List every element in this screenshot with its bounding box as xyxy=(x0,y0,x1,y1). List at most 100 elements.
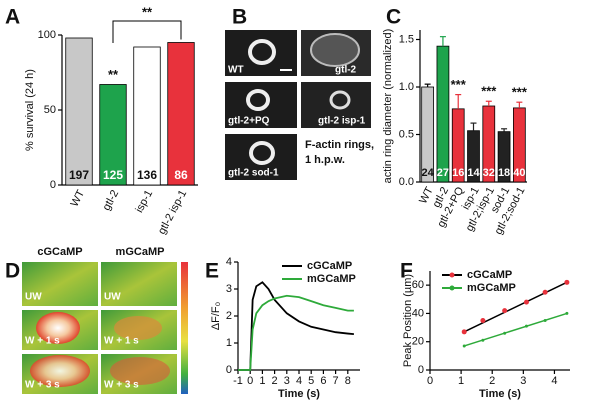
y-tick-label: 4 xyxy=(226,256,232,268)
significance-bracket xyxy=(112,20,182,43)
image-label: gtl-2 xyxy=(335,65,357,76)
x-tick-label: 1 xyxy=(458,375,464,387)
point xyxy=(564,279,570,285)
caption: 1 h.p.w. xyxy=(305,154,345,166)
y-tick-label: 3 xyxy=(226,283,232,295)
image-label: UW xyxy=(25,292,42,303)
x-tick-label: isp-1 xyxy=(133,188,155,215)
x-tick-label: 4 xyxy=(296,375,302,387)
n-label: 32 xyxy=(483,167,495,179)
actin-ring xyxy=(249,141,275,165)
point xyxy=(461,329,467,335)
legend-label: cGCaMP xyxy=(307,260,352,272)
column-header: mGCaMP xyxy=(116,246,165,258)
image-label: WT xyxy=(228,65,244,76)
n-label: 14 xyxy=(467,167,480,179)
panel-label: C xyxy=(386,6,401,29)
series-line xyxy=(238,294,354,371)
n-label: 18 xyxy=(498,167,510,179)
image-label: gtl-2 sod-1 xyxy=(228,168,279,179)
bar xyxy=(99,84,127,186)
trend-line xyxy=(463,281,568,333)
x-tick-label: 7 xyxy=(333,375,339,387)
n-label: 197 xyxy=(69,168,89,182)
bar xyxy=(133,46,161,186)
x-tick-label: 2 xyxy=(272,375,278,387)
micrograph xyxy=(22,262,98,306)
point xyxy=(543,319,547,322)
x-tick-label: 0 xyxy=(427,375,433,387)
x-tick-label: 8 xyxy=(345,375,351,387)
image-label: UW xyxy=(104,292,121,303)
color-bar xyxy=(181,262,188,394)
image-label: W + 1 s xyxy=(25,336,60,347)
micrograph xyxy=(101,262,177,306)
x-tick-label: 3 xyxy=(520,375,526,387)
signal xyxy=(110,357,170,385)
x-tick-label: 6 xyxy=(320,375,326,387)
point xyxy=(523,299,529,305)
trend-line xyxy=(463,312,568,347)
n-label: 24 xyxy=(422,167,435,179)
actin-ring xyxy=(329,90,351,110)
micrograph xyxy=(225,30,297,76)
signal xyxy=(36,312,80,344)
image-label: gtl-2+PQ xyxy=(228,116,270,127)
point xyxy=(462,344,466,348)
x-tick-label: 1 xyxy=(259,375,265,387)
point xyxy=(542,289,548,295)
y-tick-label: 0.5 xyxy=(399,128,414,140)
x-tick-label: 4 xyxy=(551,375,557,387)
point xyxy=(480,318,486,323)
y-tick-label: 0.0 xyxy=(399,176,414,188)
y-tick-label: 0 xyxy=(418,364,424,376)
significance: *** xyxy=(481,84,497,99)
caption: F-actin rings, xyxy=(305,139,374,151)
legend-label: mGCaMP xyxy=(307,273,356,285)
y-tick-label: 0 xyxy=(226,364,232,376)
n-label: 16 xyxy=(452,167,464,179)
image-label: gtl-2 isp-1 xyxy=(318,116,366,127)
panel-label: E xyxy=(205,260,219,283)
significance: ** xyxy=(108,67,119,82)
y-axis-label: ΔF/F₀ xyxy=(210,302,222,330)
legend-marker xyxy=(449,272,455,278)
x-tick-label: 3 xyxy=(284,375,290,387)
point xyxy=(502,308,508,314)
significance: *** xyxy=(512,85,528,100)
signal xyxy=(30,355,90,387)
legend-label: mGCaMP xyxy=(467,282,516,294)
x-tick-label: WT xyxy=(69,188,88,209)
legend-marker xyxy=(449,285,455,291)
y-tick-label: 0 xyxy=(50,179,56,191)
point xyxy=(524,324,528,328)
x-tick-label: 0 xyxy=(247,375,253,387)
series-line xyxy=(238,281,354,371)
x-axis-label: Time (s) xyxy=(479,388,521,400)
actin-ring xyxy=(310,33,360,67)
y-tick-label: 20 xyxy=(412,336,424,348)
y-axis-label: Peak Position (µm) xyxy=(402,274,414,367)
calcium-images: cGCaMP mGCaMP UW UW W + 1 s W + 1 s W + … xyxy=(22,246,188,394)
x-tick-label: gtl-2 isp-1 xyxy=(156,188,189,236)
significance: ** xyxy=(142,4,153,19)
image-label: W + 3 s xyxy=(104,380,139,391)
column-header: cGCaMP xyxy=(37,246,82,258)
y-tick-label: 40 xyxy=(412,307,424,319)
actin-ring xyxy=(246,89,270,111)
y-tick-label: 1.0 xyxy=(399,81,414,93)
n-label: 40 xyxy=(513,167,525,179)
signal xyxy=(114,316,162,340)
x-tick-label: 5 xyxy=(308,375,314,387)
point xyxy=(565,311,569,315)
panel-label: B xyxy=(232,6,247,29)
legend-label: cGCaMP xyxy=(467,269,512,281)
y-tick-label: 1.5 xyxy=(399,33,414,45)
bar xyxy=(436,45,450,183)
image-label: W + 3 s xyxy=(25,380,60,391)
x-tick-label: gtl-2 xyxy=(101,188,122,213)
y-tick-label: 2 xyxy=(226,310,232,322)
y-axis-label: actin ring diameter (normalized) xyxy=(382,29,394,184)
panel-label: D xyxy=(5,260,20,283)
